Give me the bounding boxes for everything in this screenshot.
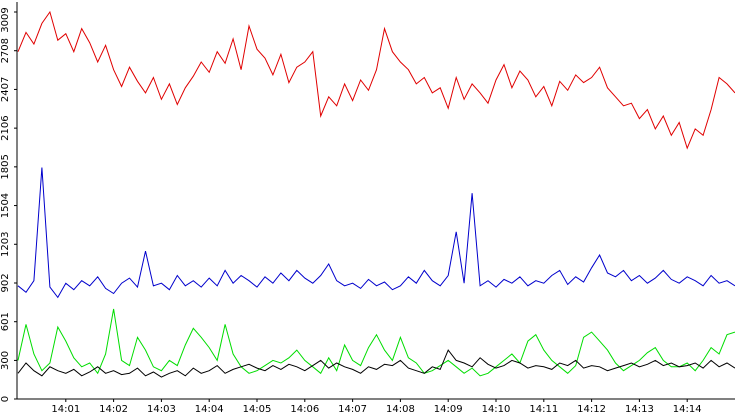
x-tick-label: 14:06 [290,404,319,415]
x-tick-label: 14:09 [434,404,463,415]
x-tick-label: 14:14 [673,404,702,415]
y-tick-label: 2708 [0,38,11,63]
y-tick-label: 0 [0,396,11,402]
series-line [17,10,735,150]
x-tick-label: 14:07 [338,404,367,415]
series-line [17,308,735,377]
y-tick-label: 1504 [0,193,11,218]
y-tick-label: 1805 [0,154,11,179]
y-tick-label: 300 [0,351,11,370]
x-tick-label: 14:02 [99,404,128,415]
x-tick-label: 14:13 [625,404,654,415]
x-tick-label: 14:05 [243,404,272,415]
y-tick-label: 2106 [0,115,11,140]
y-tick-label: 902 [0,273,11,292]
x-tick-label: 14:12 [577,404,606,415]
x-tick-label: 14:01 [51,404,80,415]
y-tick-label: 2407 [0,77,11,102]
x-tick-label: 14:04 [195,404,224,415]
x-tick-label: 14:10 [482,404,511,415]
y-tick-label: 1203 [0,232,11,257]
y-tick-label: 3009 [0,7,11,32]
x-tick-label: 14:03 [147,404,176,415]
series-line [17,167,735,299]
y-tick-label: 601 [0,312,11,331]
x-tick-label: 14:08 [386,404,415,415]
series-line [17,349,735,378]
x-tick-label: 14:11 [529,404,558,415]
